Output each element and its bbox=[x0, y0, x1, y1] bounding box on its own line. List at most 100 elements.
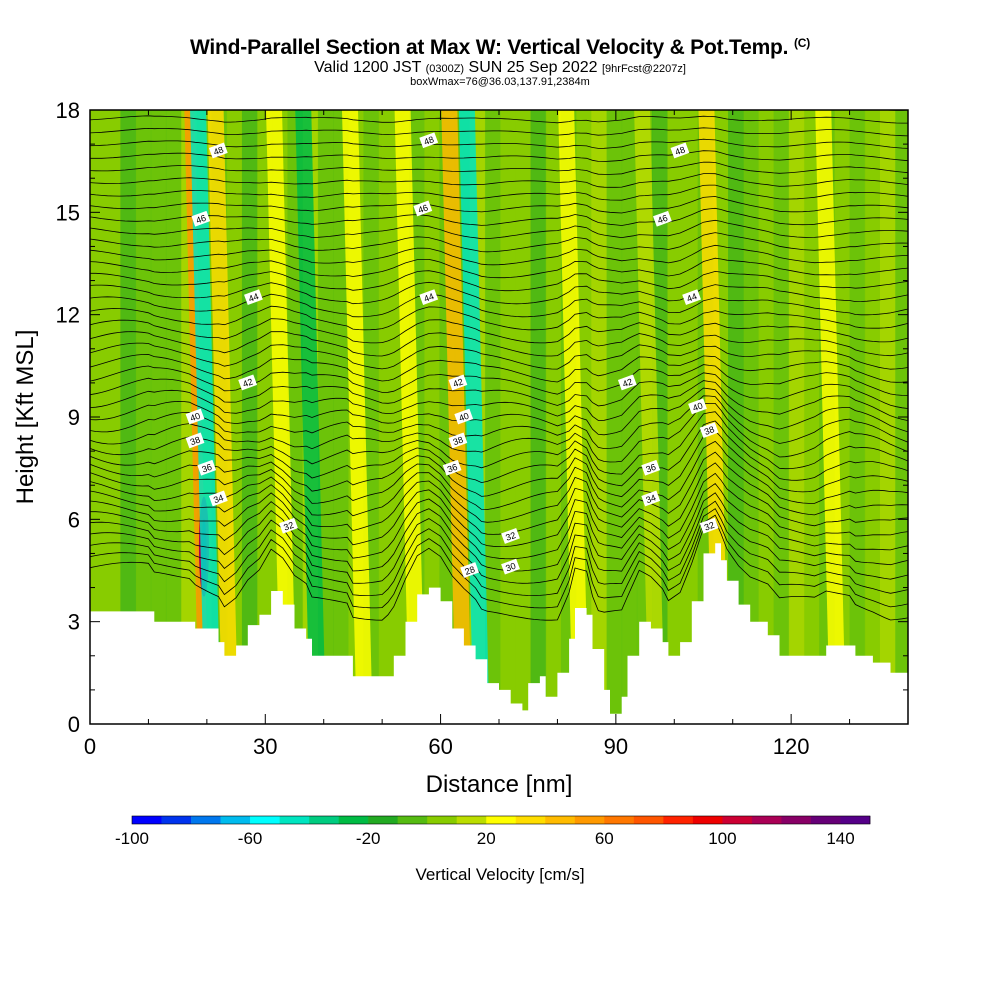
contour-label: 38 bbox=[185, 432, 205, 449]
theta-contour-line bbox=[90, 342, 908, 370]
theta-contour-line bbox=[90, 232, 908, 253]
colorbar-segment bbox=[663, 816, 694, 824]
contour-label-text: 32 bbox=[703, 520, 716, 533]
colorbar-segment bbox=[840, 816, 871, 824]
contour-label: 42 bbox=[448, 374, 468, 391]
contour-label-text: 38 bbox=[189, 434, 202, 447]
contour-label: 38 bbox=[699, 422, 719, 439]
field-band bbox=[667, 110, 683, 724]
colorbar-segment bbox=[338, 816, 369, 824]
contour-label: 48 bbox=[208, 142, 228, 159]
contour-label-bg bbox=[454, 408, 474, 425]
field-band bbox=[257, 110, 273, 724]
colorbar-segment bbox=[161, 816, 192, 824]
contour-label: 44 bbox=[419, 289, 439, 306]
theta-contour-line bbox=[90, 482, 908, 560]
contour-label-bg bbox=[185, 408, 205, 425]
contour-label-bg bbox=[419, 132, 439, 149]
contour-label-text: 46 bbox=[656, 213, 669, 226]
contour-label-text: 36 bbox=[644, 462, 657, 475]
theta-contour-line bbox=[90, 395, 908, 450]
colorbar-segment bbox=[279, 816, 310, 824]
title-mark: (C) bbox=[793, 36, 811, 50]
theta-contour-line bbox=[90, 411, 908, 475]
contour-label-bg bbox=[238, 374, 258, 391]
velocity-column bbox=[815, 110, 846, 724]
field-band bbox=[803, 110, 820, 724]
contour-label-text: 34 bbox=[644, 492, 657, 505]
velocity-field bbox=[90, 110, 908, 724]
contour-label: 40 bbox=[454, 408, 474, 425]
field-band bbox=[788, 110, 805, 724]
colorbar-segment bbox=[574, 816, 605, 824]
contour-label: 36 bbox=[641, 459, 661, 476]
theta-contour-line bbox=[90, 462, 908, 535]
theta-contour-line bbox=[90, 353, 908, 383]
contour-label-bg bbox=[419, 289, 439, 306]
theta-contour-line bbox=[90, 293, 908, 318]
contour-label-text: 48 bbox=[422, 134, 435, 147]
contour-label-text: 40 bbox=[189, 411, 202, 424]
contour-label-bg bbox=[208, 142, 228, 159]
theta-contour-line bbox=[90, 305, 908, 331]
contour-label-bg bbox=[279, 517, 298, 534]
contour-label: 48 bbox=[670, 142, 690, 159]
theta-contour-line bbox=[90, 430, 908, 498]
theta-contour-line bbox=[90, 472, 908, 548]
box-info: boxWmax=76@36.03,137.91,2384m bbox=[410, 76, 590, 88]
colorbar-tick-label: -20 bbox=[356, 829, 381, 848]
colorbar-segment bbox=[604, 816, 635, 824]
colorbar-segment bbox=[250, 816, 280, 824]
y-tick-label: 3 bbox=[68, 610, 80, 635]
contour-label: 46 bbox=[191, 210, 211, 227]
field-band bbox=[150, 110, 167, 724]
field-band bbox=[879, 110, 896, 724]
colorbar-segment bbox=[722, 816, 753, 824]
colorbar-segment bbox=[368, 816, 398, 824]
contour-label: 32 bbox=[279, 517, 298, 534]
velocity-column bbox=[190, 110, 221, 724]
theta-contour-line bbox=[90, 196, 908, 214]
theta-contour-line bbox=[90, 219, 908, 240]
colorbar-label: Vertical Velocity [cm/s] bbox=[415, 865, 584, 884]
contour-label-text: 38 bbox=[452, 434, 465, 447]
velocity-column bbox=[458, 110, 490, 724]
contour-label-text: 44 bbox=[422, 291, 435, 304]
contour-label-bg bbox=[244, 289, 263, 306]
field-band bbox=[165, 110, 182, 724]
contour-label: 42 bbox=[617, 374, 637, 391]
valid-date: SUN 25 Sep 2022 bbox=[468, 59, 598, 76]
contour-label: 32 bbox=[501, 528, 520, 544]
contour-label-text: 40 bbox=[457, 411, 470, 424]
contour-label-text: 42 bbox=[452, 376, 465, 389]
field-band bbox=[530, 110, 547, 724]
valid-prefix: Valid 1200 JST bbox=[314, 59, 422, 76]
contour-label-bg bbox=[501, 558, 520, 575]
contour-label: 34 bbox=[208, 490, 228, 507]
y-tick-label: 9 bbox=[68, 405, 80, 430]
theta-contour-line bbox=[90, 127, 908, 137]
theta-contour-line bbox=[90, 420, 908, 487]
y-tick-label: 0 bbox=[68, 712, 80, 737]
velocity-column bbox=[634, 110, 665, 724]
colorbar-segment bbox=[810, 816, 841, 824]
contour-label-text: 46 bbox=[417, 202, 430, 215]
contour-label-bg bbox=[670, 142, 690, 159]
contour-label: 48 bbox=[419, 132, 439, 149]
contour-label-text: 30 bbox=[504, 561, 517, 574]
theta-contour-line bbox=[90, 244, 908, 266]
theta-contour-line bbox=[90, 173, 908, 188]
theta-contour-line bbox=[90, 492, 908, 572]
colorbar-segment bbox=[427, 816, 458, 824]
theta-contours bbox=[90, 110, 908, 621]
theta-contour-line bbox=[90, 257, 908, 279]
field-band bbox=[500, 110, 516, 724]
chart-subtitle: Valid 1200 JST (0300Z) SUN 25 Sep 2022 [… bbox=[0, 59, 1000, 77]
x-tick-label: 120 bbox=[773, 734, 810, 759]
y-tick-label: 12 bbox=[56, 303, 80, 328]
contour-label: 40 bbox=[688, 398, 707, 415]
contour-label-bg bbox=[641, 459, 661, 476]
contour-label-bg bbox=[191, 210, 211, 227]
contour-label-text: 36 bbox=[200, 462, 213, 475]
